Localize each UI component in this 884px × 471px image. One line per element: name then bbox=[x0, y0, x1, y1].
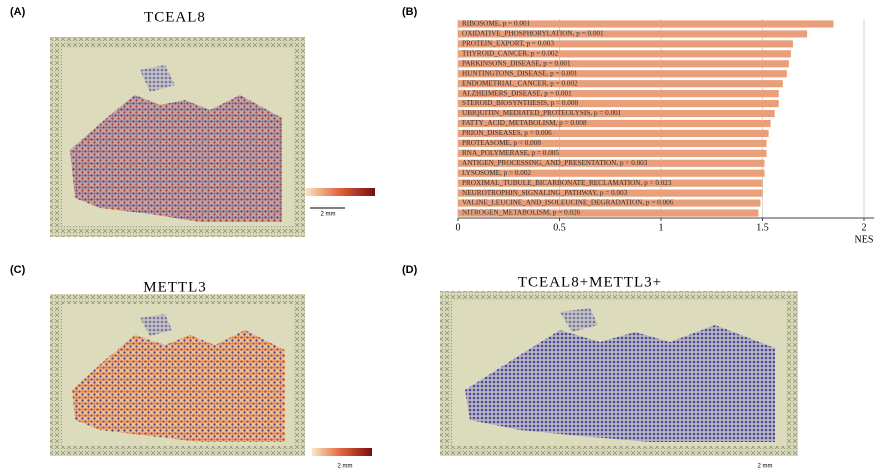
panel-label: (B) bbox=[402, 6, 418, 18]
tissue-image bbox=[50, 294, 305, 456]
bar-label: PRION_DISEASES, p = 0.006 bbox=[462, 129, 552, 137]
panel-title: TCEAL8 bbox=[144, 9, 206, 25]
tissue-image bbox=[50, 37, 305, 237]
figure: (A) TCEAL8 2 mm (C) METTL3 2 mm (D) TCEA… bbox=[0, 0, 884, 471]
x-tick-label: 0 bbox=[456, 222, 461, 233]
bar-label: PROXIMAL_TUBULE_BICARBONATE_RECLAMATION,… bbox=[462, 179, 672, 187]
panel-title: METTL3 bbox=[143, 279, 207, 295]
bar-label: HUNTINGTONS_DISEASE, p = 0.001 bbox=[462, 69, 578, 77]
bar-label: ALZHEIMERS_DISEASE, p = 0.001 bbox=[462, 89, 572, 97]
scale-label: 2 mm bbox=[338, 464, 353, 470]
tissue-image bbox=[440, 291, 798, 456]
scale-label: 2 mm bbox=[758, 464, 773, 470]
bar-label: STEROID_BIOSYNTHESIS, p = 0.008 bbox=[462, 99, 578, 107]
bar-label: PARKINSONS_DISEASE, p = 0.001 bbox=[462, 59, 571, 67]
panel-label: (D) bbox=[402, 264, 418, 276]
bar-label: RIBOSOME, p = 0.001 bbox=[462, 20, 531, 28]
bar-label: PROTEIN_EXPORT, p = 0.003 bbox=[462, 40, 554, 48]
x-axis-label: NES bbox=[855, 234, 874, 245]
panel-title: TCEAL8+METTL3+ bbox=[518, 274, 662, 290]
bar-label: VALINE_LEUCINE_AND_ISOLEUCINE_DEGRADATIO… bbox=[462, 199, 674, 207]
x-tick-label: 2 bbox=[862, 222, 867, 233]
x-tick-label: 1.5 bbox=[756, 222, 769, 233]
bar-label: FATTY_ACID_METABOLISM, p = 0.008 bbox=[462, 119, 587, 127]
bar-label: THYROID_CANCER, p = 0.002 bbox=[462, 49, 559, 57]
panel-label: (C) bbox=[10, 264, 26, 276]
bar-label: LYSOSOME, p = 0.002 bbox=[462, 169, 531, 177]
scale-label: 2 mm bbox=[321, 212, 336, 218]
bar-label: UBIQUITIN_MEDIATED_PROTEOLYSIS, p = 0.00… bbox=[462, 109, 622, 117]
bar-label: OXIDATIVE_PHOSPHORYLATION, p = 0.001 bbox=[462, 30, 604, 38]
x-tick-label: 0.5 bbox=[553, 222, 566, 233]
colorbar bbox=[312, 448, 372, 456]
bar-label: NITROGEN_METABOLISM, p = 0.026 bbox=[462, 209, 581, 217]
bar-label: RNA_POLYMERASE, p = 0.005 bbox=[462, 149, 559, 157]
bar-label: NEUROTROPHIN_SIGNALING_PATHWAY, p = 0.00… bbox=[462, 189, 628, 197]
panel-label: (A) bbox=[10, 6, 26, 18]
x-tick-label: 1 bbox=[659, 222, 664, 233]
colorbar bbox=[305, 188, 375, 196]
bar-label: PROTEASOME, p = 0.008 bbox=[462, 139, 541, 147]
bar-label: ENDOMETRIAL_CANCER, p = 0.002 bbox=[462, 79, 578, 87]
bar-label: ANTIGEN_PROCESSING_AND_PRESENTATION, p =… bbox=[462, 159, 648, 167]
